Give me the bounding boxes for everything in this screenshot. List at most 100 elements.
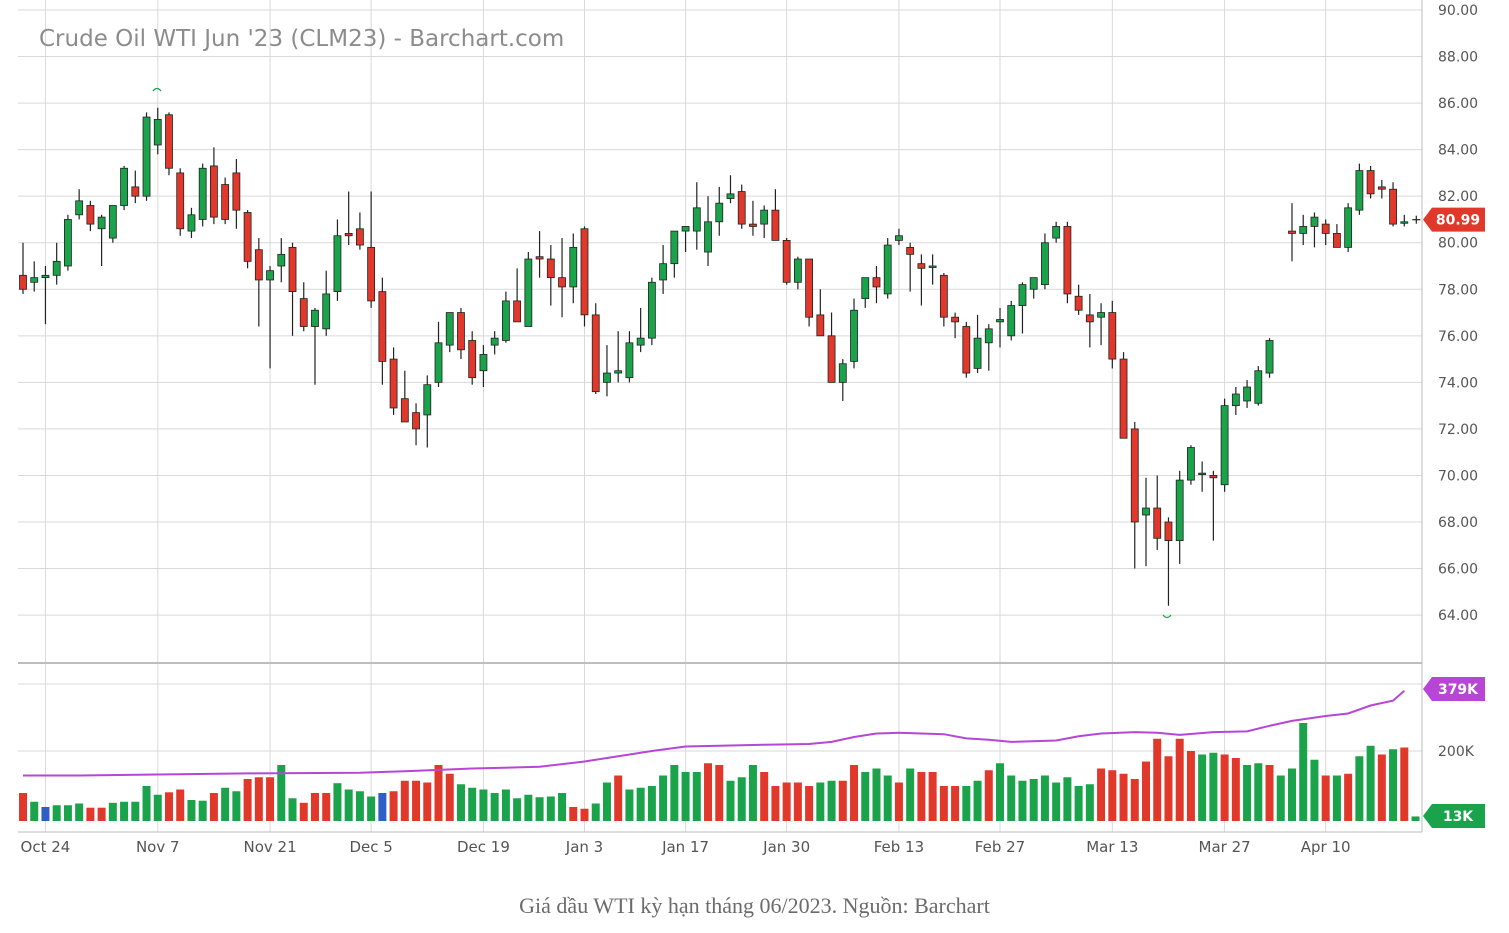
volume-bar xyxy=(737,777,746,821)
candle-body xyxy=(1142,507,1150,516)
time-tick-label: Feb 27 xyxy=(975,838,1025,856)
volume-bar xyxy=(479,789,488,821)
volume-bar xyxy=(277,765,286,821)
volume-panel xyxy=(19,690,1420,821)
price-tick-label: 76.00 xyxy=(1438,329,1478,345)
volume-bar xyxy=(1265,765,1274,821)
candle-body xyxy=(1041,242,1049,286)
price-tick-label: 66.00 xyxy=(1438,562,1478,578)
candle-body xyxy=(1400,221,1409,224)
volume-bar xyxy=(850,765,859,821)
volume-bar xyxy=(726,780,735,821)
volume-bar xyxy=(670,765,679,821)
price-tick-label: 74.00 xyxy=(1438,375,1478,391)
candle-body xyxy=(625,342,634,379)
volume-bar xyxy=(423,782,432,821)
candle-body xyxy=(1209,475,1218,479)
candle-body xyxy=(1321,223,1330,234)
volume-bar xyxy=(1085,784,1094,821)
candle-body xyxy=(535,256,544,260)
volume-bar xyxy=(75,803,84,821)
volume-bar xyxy=(760,772,769,821)
volume-bar xyxy=(928,772,937,821)
candle-body xyxy=(614,370,623,374)
time-tick-label: Jan 17 xyxy=(661,838,709,856)
price-tick-label: 68.00 xyxy=(1438,515,1478,531)
last-price-badge: 80.99 xyxy=(1423,207,1485,232)
volume-bar xyxy=(1142,761,1150,821)
volume-bar xyxy=(1231,758,1240,821)
candle-body xyxy=(1243,386,1251,402)
price-tick-label: 90.00 xyxy=(1438,3,1478,19)
volume-bar xyxy=(434,765,443,821)
candle-body xyxy=(1265,340,1274,374)
volume-bar xyxy=(30,801,39,821)
candle-body xyxy=(760,209,769,225)
last-price-badge-shape xyxy=(1423,207,1485,232)
volume-bar xyxy=(771,786,780,821)
volume-bar xyxy=(951,786,960,821)
volume-bar xyxy=(1254,763,1263,821)
volume-bar xyxy=(378,793,387,821)
candle-body xyxy=(771,209,780,241)
volume-bar xyxy=(1310,759,1319,821)
price-tick-label: 78.00 xyxy=(1438,282,1478,298)
volume-bar xyxy=(1074,786,1083,821)
volume-bar xyxy=(569,807,578,821)
last-volume-badge-shape xyxy=(1423,804,1485,828)
volume-bar xyxy=(120,801,129,821)
candle-body xyxy=(928,265,937,268)
candle-body xyxy=(367,246,376,302)
volume-bar xyxy=(816,782,825,821)
volume-bar xyxy=(400,780,409,821)
volume-bar xyxy=(546,796,555,821)
volume-bar xyxy=(1097,768,1106,821)
candle-body xyxy=(311,309,319,327)
last-volume-badge: 13K xyxy=(1423,804,1485,828)
volume-bar xyxy=(1332,775,1341,821)
volume-bar xyxy=(490,793,499,821)
volume-bar xyxy=(647,786,656,821)
candle-body xyxy=(64,219,72,267)
volume-bar xyxy=(266,777,275,821)
candle-body xyxy=(490,337,499,346)
volume-bar xyxy=(838,780,847,821)
candle-body xyxy=(299,298,308,327)
volume-bar xyxy=(1164,756,1173,821)
candle-body xyxy=(288,246,297,293)
candle-body xyxy=(1097,312,1105,318)
volume-bar xyxy=(894,782,903,821)
volume-tick-label: 200K xyxy=(1438,744,1475,760)
volume-bar xyxy=(1411,816,1420,821)
candle-body xyxy=(1187,447,1195,481)
time-tick-label: Dec 5 xyxy=(349,838,392,856)
candle-body xyxy=(1389,188,1397,225)
volume-bar xyxy=(1220,754,1229,821)
volume-bar xyxy=(1007,775,1016,821)
volume-bar xyxy=(591,803,600,821)
candle-body xyxy=(591,314,600,393)
volume-bar xyxy=(861,772,870,821)
volume-bar xyxy=(164,792,173,821)
time-tick-label: Mar 13 xyxy=(1086,838,1138,856)
volume-bar xyxy=(86,807,95,821)
candle-body xyxy=(176,172,185,230)
volume-bar xyxy=(1063,777,1072,821)
candle-body xyxy=(715,202,724,223)
time-tick-label: Dec 19 xyxy=(457,838,510,856)
volume-bar xyxy=(805,786,814,821)
candle-body xyxy=(468,340,477,379)
volume-bar xyxy=(748,765,757,821)
last-price-badge-text: 80.99 xyxy=(1436,213,1480,229)
volume-bar xyxy=(1018,780,1027,821)
grid xyxy=(18,0,1422,832)
candle-body xyxy=(973,337,982,369)
candle-body xyxy=(412,412,420,430)
volume-bar xyxy=(367,796,376,821)
time-tick-label: Nov 7 xyxy=(136,838,180,856)
volume-bar xyxy=(1029,779,1038,821)
candle-body xyxy=(996,319,1004,323)
volume-ma-badge-shape xyxy=(1423,677,1485,701)
candle-body xyxy=(1119,358,1128,439)
candle-body xyxy=(1220,405,1229,486)
